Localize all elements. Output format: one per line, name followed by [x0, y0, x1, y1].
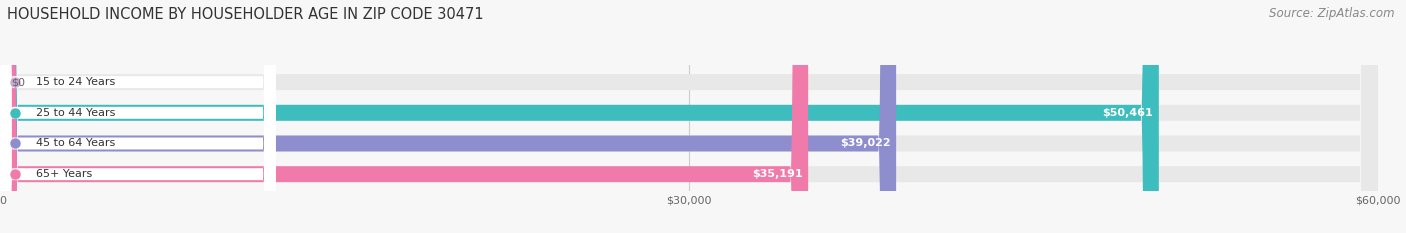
Text: HOUSEHOLD INCOME BY HOUSEHOLDER AGE IN ZIP CODE 30471: HOUSEHOLD INCOME BY HOUSEHOLDER AGE IN Z… [7, 7, 484, 22]
FancyBboxPatch shape [0, 0, 1159, 233]
Text: $50,461: $50,461 [1102, 108, 1153, 118]
Text: $0: $0 [11, 77, 25, 87]
FancyBboxPatch shape [0, 0, 276, 233]
FancyBboxPatch shape [0, 0, 276, 233]
Text: $35,191: $35,191 [752, 169, 803, 179]
Text: 45 to 64 Years: 45 to 64 Years [35, 138, 115, 148]
Text: Source: ZipAtlas.com: Source: ZipAtlas.com [1270, 7, 1395, 20]
FancyBboxPatch shape [0, 0, 276, 233]
Text: 15 to 24 Years: 15 to 24 Years [35, 77, 115, 87]
FancyBboxPatch shape [0, 0, 808, 233]
FancyBboxPatch shape [0, 0, 276, 233]
FancyBboxPatch shape [0, 0, 896, 233]
Text: $39,022: $39,022 [839, 138, 890, 148]
Text: 25 to 44 Years: 25 to 44 Years [35, 108, 115, 118]
Text: 65+ Years: 65+ Years [35, 169, 91, 179]
